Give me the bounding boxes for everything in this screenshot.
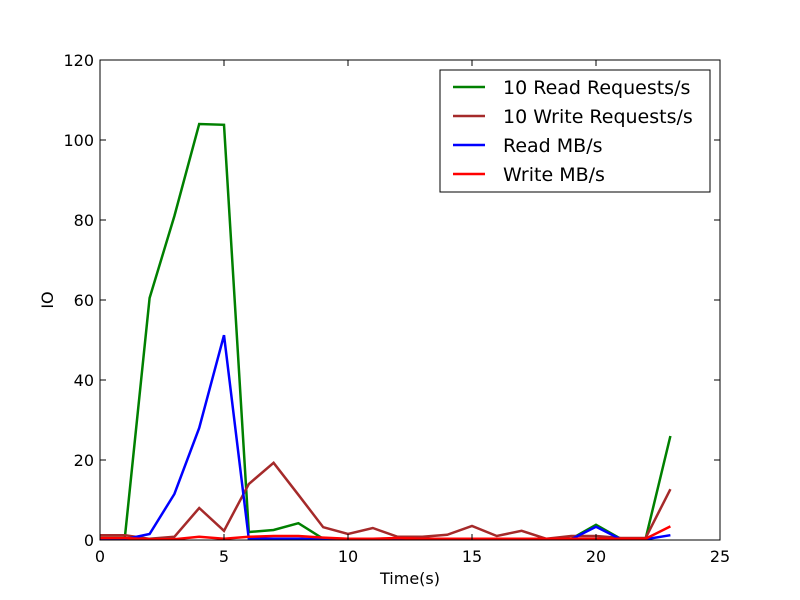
- x-tick-label: 15: [462, 547, 482, 566]
- y-axis-title: IO: [38, 291, 57, 308]
- series-layer: [100, 122, 672, 541]
- x-tick-label: 20: [586, 547, 606, 566]
- x-tick-label: 5: [219, 547, 229, 566]
- legend-label-4: Write MB/s: [503, 164, 605, 186]
- y-tick-label: 100: [63, 131, 94, 150]
- y-tick-label: 80: [74, 211, 94, 230]
- legend-label-2: 10 Write Requests/s: [503, 106, 693, 128]
- x-tick-label: 25: [710, 547, 730, 566]
- legend-label-3: Read MB/s: [503, 135, 603, 157]
- legend-label-1: 10 Read Requests/s: [503, 77, 690, 99]
- series-line-4: [100, 525, 671, 541]
- y-tick-label: 40: [74, 371, 94, 390]
- y-tick-label: 20: [74, 451, 94, 470]
- legend: 10 Read Requests/s 10 Write Requests/s Rea…: [439, 69, 711, 193]
- x-tick-label: 10: [338, 547, 358, 566]
- legend-box: [439, 69, 711, 193]
- x-axis-title: Time(s): [379, 569, 440, 588]
- y-tick-label: 0: [84, 531, 94, 550]
- x-tick-label: 0: [95, 547, 105, 566]
- y-tick-label: 60: [74, 291, 94, 310]
- tick-layer: 0 5 10 15 20 25 0 20 40 60 80 100 120: [63, 51, 730, 566]
- y-tick-label: 120: [63, 51, 94, 70]
